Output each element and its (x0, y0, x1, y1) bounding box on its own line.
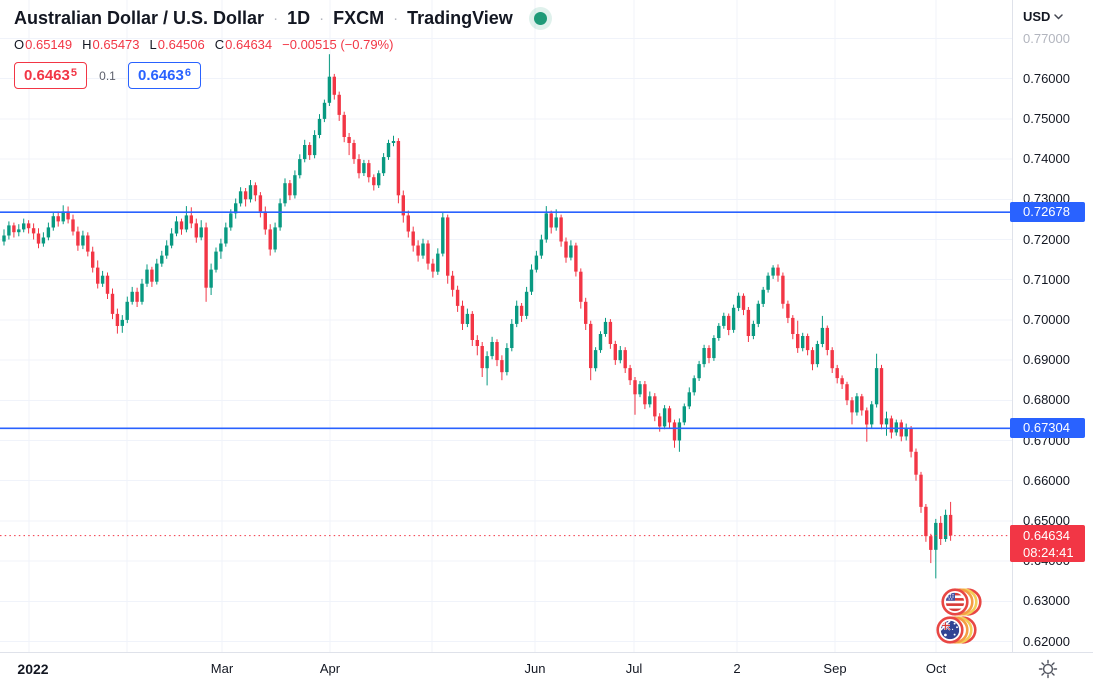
last-price-label: 0.64634 08:24:41 (1010, 524, 1085, 562)
high-value: 0.65473 (92, 37, 140, 52)
buy-button[interactable]: 0.6463 6 (128, 62, 201, 89)
buy-price-pip: 6 (184, 66, 191, 79)
interval-label[interactable]: 1D (287, 8, 311, 28)
chart-legend: Australian Dollar / U.S. Dollar · 1D · F… (14, 8, 547, 89)
open-value: 0.65149 (25, 37, 73, 52)
chevron-down-icon (1054, 13, 1064, 20)
price-tick: 0.75000 (1023, 110, 1070, 126)
sell-price-pip: 5 (70, 66, 77, 79)
order-panel: 0.6463 5 0.1 0.6463 6 (14, 62, 547, 89)
close-label: C (214, 37, 225, 52)
sell-price: 0.6463 (23, 67, 70, 84)
low-label: L (149, 37, 157, 52)
time-axis[interactable]: 2022 Mar Apr Jun Jul 2 Sep Oct (0, 652, 1093, 685)
symbol-title-row[interactable]: Australian Dollar / U.S. Dollar · 1D · F… (14, 8, 547, 29)
time-label: 2022 (17, 661, 49, 677)
bar-countdown-timer: 08:24:41 (1023, 544, 1074, 560)
separator-dot: · (273, 10, 279, 27)
separator-dot: · (319, 10, 325, 27)
price-axis[interactable]: USD 0.72678 0.67304 0.64634 08:24:41 0.7… (1010, 0, 1093, 652)
time-label: 2 (733, 661, 741, 676)
price-tick: 0.68000 (1023, 392, 1070, 408)
resistance-price-label: 0.72678 (1010, 202, 1085, 223)
open-label: O (14, 37, 25, 52)
currency-selector[interactable]: USD (1023, 9, 1064, 24)
candlestick-chart[interactable] (0, 0, 1012, 652)
price-tick: 0.65000 (1023, 512, 1070, 528)
price-tick: 0.69000 (1023, 352, 1070, 368)
price-tick: 0.62000 (1023, 633, 1070, 649)
price-tick: 0.77000 (1023, 30, 1070, 46)
sell-button[interactable]: 0.6463 5 (14, 62, 87, 89)
time-label: Apr (319, 661, 341, 676)
platform-label: TradingView (407, 8, 513, 28)
buy-price: 0.6463 (137, 67, 184, 84)
symbol-name[interactable]: Australian Dollar / U.S. Dollar (14, 8, 265, 28)
price-tick: 0.70000 (1023, 311, 1070, 327)
price-tick: 0.72000 (1023, 231, 1070, 247)
close-value: 0.64634 (225, 37, 273, 52)
price-tick: 0.76000 (1023, 70, 1070, 86)
price-tick: 0.63000 (1023, 593, 1070, 609)
market-status-dot[interactable] (533, 12, 547, 25)
currency-label: USD (1023, 9, 1051, 24)
time-label: Jul (625, 661, 643, 676)
time-label: Jun (524, 661, 546, 676)
time-label: Mar (210, 661, 234, 676)
separator-dot: · (393, 10, 399, 27)
high-label: H (82, 37, 92, 52)
last-price-value: 0.64634 (1023, 527, 1070, 543)
change-value: −0.00515 (−0.79%) (282, 37, 394, 52)
usd-flag-badge (941, 588, 982, 616)
price-tick: 0.74000 (1023, 151, 1070, 167)
exchange-label[interactable]: FXCM (333, 8, 385, 28)
price-tick: 0.66000 (1023, 472, 1070, 488)
ohlc-values-row: O 0.65149 H 0.65473 L 0.64506 C 0.64634 −0.0… (14, 37, 547, 52)
time-label: Oct (925, 661, 947, 676)
time-label: Sep (823, 661, 847, 676)
low-value: 0.64506 (157, 37, 205, 52)
support-price-label: 0.67304 (1010, 418, 1085, 439)
aud-flag-badge (936, 616, 977, 644)
price-tick: 0.71000 (1023, 271, 1070, 287)
settings-gear-icon[interactable] (1038, 659, 1058, 679)
spread-value: 0.1 (99, 68, 116, 83)
currency-pair-flag-badges (936, 588, 982, 644)
